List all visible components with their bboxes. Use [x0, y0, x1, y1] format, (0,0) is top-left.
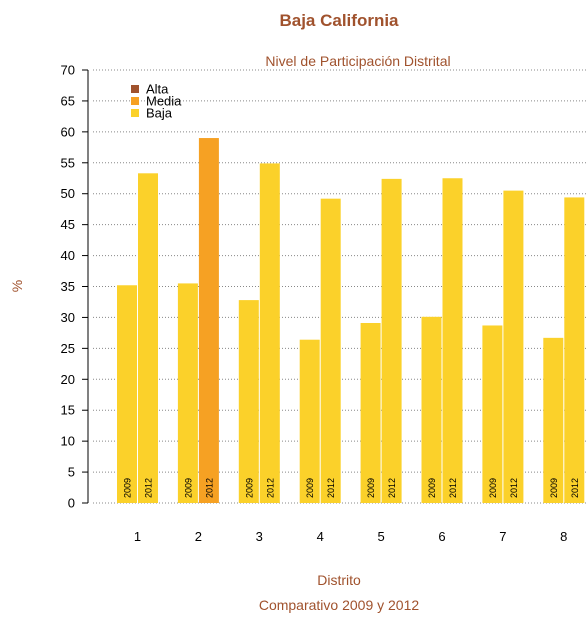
y-tick-label: 70 [61, 63, 75, 78]
bar-district-7-2009 [482, 325, 503, 503]
bar-district-2-2012 [198, 138, 219, 504]
bar-district-6-2012 [442, 178, 463, 503]
bar-year-label: 2009 [427, 478, 437, 498]
bar-year-label: 2012 [387, 478, 397, 498]
y-tick-label: 35 [61, 279, 75, 294]
x-tick-label: 5 [377, 529, 384, 544]
bar-year-label: 2009 [305, 478, 315, 498]
bar-district-4-2009 [299, 339, 320, 503]
bar-year-label: 2009 [244, 478, 254, 498]
x-tick-label: 7 [499, 529, 506, 544]
bar-year-label: 2009 [183, 478, 193, 498]
legend-swatch-baja [131, 109, 139, 117]
chart-title: Baja California [279, 11, 399, 30]
legend-label-baja: Baja [146, 106, 173, 121]
bar-district-6-2009 [421, 316, 442, 503]
y-axis: 0 5 10 15 20 25 30 35 40 45 50 55 60 65 70 [61, 63, 89, 511]
bar-year-label: 2012 [144, 478, 154, 498]
y-tick-label: 55 [61, 155, 75, 170]
bar-year-label: 2012 [570, 478, 580, 498]
bar-district-8-2012 [564, 197, 585, 503]
x-tick-label: 6 [438, 529, 445, 544]
bar-year-label: 2012 [326, 478, 336, 498]
bar-district-4-2012 [320, 198, 341, 504]
x-tick-label: 2 [195, 529, 202, 544]
x-tick-label: 8 [560, 529, 567, 544]
x-axis-label: Distrito [317, 572, 361, 588]
legend-swatch-alta [131, 85, 139, 93]
x-axis-ticks: 1 2 3 4 5 6 7 8 [134, 529, 568, 544]
bar-year-label: 2009 [488, 478, 498, 498]
x-tick-label: 3 [256, 529, 263, 544]
x-axis-sublabel: Comparativo 2009 y 2012 [259, 597, 420, 613]
bar-district-2-2009 [177, 283, 198, 503]
y-tick-label: 50 [61, 186, 75, 201]
bar-district-1-2012 [138, 173, 158, 503]
bar-year-label: 2009 [549, 478, 559, 498]
y-tick-label: 25 [61, 341, 75, 356]
bar-district-3-2009 [238, 300, 259, 503]
bar-year-label: 2009 [123, 478, 133, 498]
y-tick-label: 0 [68, 496, 75, 511]
y-tick-label: 20 [61, 372, 75, 387]
bar-district-3-2012 [259, 163, 280, 503]
legend-label-alta: Alta [146, 82, 169, 97]
bar-district-8-2009 [543, 337, 564, 503]
y-tick-label: 10 [61, 434, 75, 449]
y-tick-label: 60 [61, 124, 75, 139]
y-tick-label: 45 [61, 217, 75, 232]
bar-district-5-2009 [360, 322, 381, 503]
y-tick-label: 65 [61, 93, 75, 108]
legend-swatch-media [131, 97, 139, 105]
y-axis-label: % [9, 280, 25, 292]
x-tick-label: 1 [134, 529, 141, 544]
bar-year-label: 2012 [265, 478, 275, 498]
bar-district-1-2009 [117, 285, 137, 503]
y-tick-label: 30 [61, 310, 75, 325]
bar-year-label: 2012 [204, 478, 214, 498]
chart-subtitle: Nivel de Participación Distrital [265, 53, 450, 69]
bar-district-5-2012 [381, 178, 402, 503]
bar-year-label: 2012 [448, 478, 458, 498]
x-tick-label: 4 [317, 529, 324, 544]
y-tick-label: 40 [61, 248, 75, 263]
y-tick-label: 5 [68, 465, 75, 480]
legend-label-media: Media [146, 94, 182, 109]
y-tick-label: 15 [61, 403, 75, 418]
bars: 2009 2012 2009 2012 2009 2012 2009 2012 2009 2012… [117, 138, 585, 504]
bar-year-label: 2012 [509, 478, 519, 498]
bar-district-7-2012 [503, 190, 524, 503]
bar-year-label: 2009 [366, 478, 376, 498]
